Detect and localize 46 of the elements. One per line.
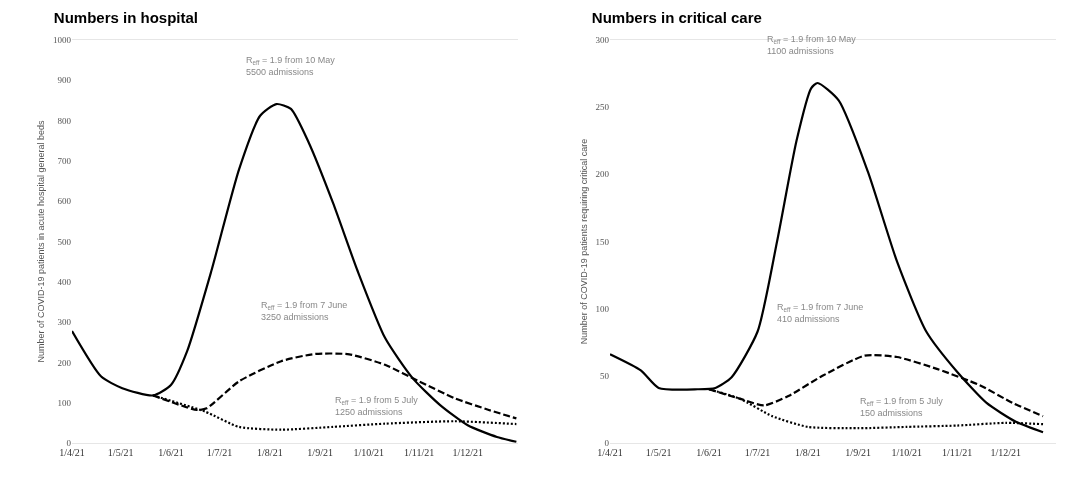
x-tick-label: 1/12/21	[990, 447, 1021, 458]
x-tick-label: 1/8/21	[795, 447, 821, 458]
y-tick-label: 100	[595, 303, 610, 314]
x-tick-label: 1/4/21	[59, 447, 85, 458]
y-tick-label: 600	[57, 196, 72, 207]
y-tick-label: 200	[57, 357, 72, 368]
y-tick-label: 500	[57, 236, 72, 247]
y-tick-label: 900	[57, 75, 72, 86]
annotation: R$_{eff}$ = 1.9 from 7 June 3250 admissions	[261, 300, 348, 322]
x-tick-label: 1/7/21	[206, 447, 233, 458]
x-tick-label: 1/9/21	[307, 447, 333, 458]
y-tick-label: 300	[595, 35, 610, 46]
y-tick-label: 800	[57, 115, 72, 126]
chart-title: Numbers in critical care	[591, 8, 762, 26]
x-tick-label: 1/10/21	[353, 447, 385, 458]
y-tick-label: 200	[595, 169, 610, 180]
y-tick-label: 300	[57, 317, 72, 328]
x-tick-label: 1/10/21	[891, 447, 923, 458]
y-tick-label: 400	[57, 276, 72, 287]
x-tick-label: 1/9/21	[845, 447, 871, 458]
x-tick-label: 1/6/21	[696, 447, 722, 458]
x-tick-label: 1/6/21	[158, 447, 184, 458]
y-tick-label: 250	[595, 102, 610, 113]
x-tick-label: 1/4/21	[597, 447, 623, 458]
x-tick-label: 1/5/21	[107, 447, 134, 458]
y-axis-title: Number of COVID-19 patients requiring critical care	[578, 138, 589, 345]
annotation: R$_{eff}$ = 1.9 from 5 July 1250 admissions	[335, 395, 419, 417]
y-tick-label: 0	[604, 438, 610, 449]
chart-title: Numbers in hospital	[53, 8, 198, 26]
x-tick-label: 1/11/21	[403, 447, 435, 458]
annotation: R$_{eff}$ = 1.9 from 10 May 5500 admissions	[246, 55, 336, 77]
y-tick-label: 100	[57, 397, 72, 408]
y-axis-title: Number of COVID-19 patients in acute hospital general beds	[36, 119, 47, 363]
annotation: R$_{eff}$ = 1.9 from 10 May 1100 admissions	[767, 34, 857, 56]
x-tick-label: 1/8/21	[257, 447, 283, 458]
annotation: R$_{eff}$ = 1.9 from 5 July 150 admissions	[860, 396, 944, 418]
y-tick-label: 700	[57, 156, 72, 167]
annotation: R$_{eff}$ = 1.9 from 7 June 410 admissions	[777, 302, 864, 324]
y-tick-label: 1000	[53, 35, 72, 46]
x-tick-label: 1/7/21	[744, 447, 771, 458]
x-tick-label: 1/5/21	[645, 447, 672, 458]
x-tick-label: 1/12/21	[452, 447, 483, 458]
x-tick-label: 1/11/21	[941, 447, 973, 458]
y-tick-label: 50	[600, 370, 610, 381]
y-tick-label: 150	[595, 236, 610, 247]
y-tick-label: 0	[66, 438, 72, 449]
